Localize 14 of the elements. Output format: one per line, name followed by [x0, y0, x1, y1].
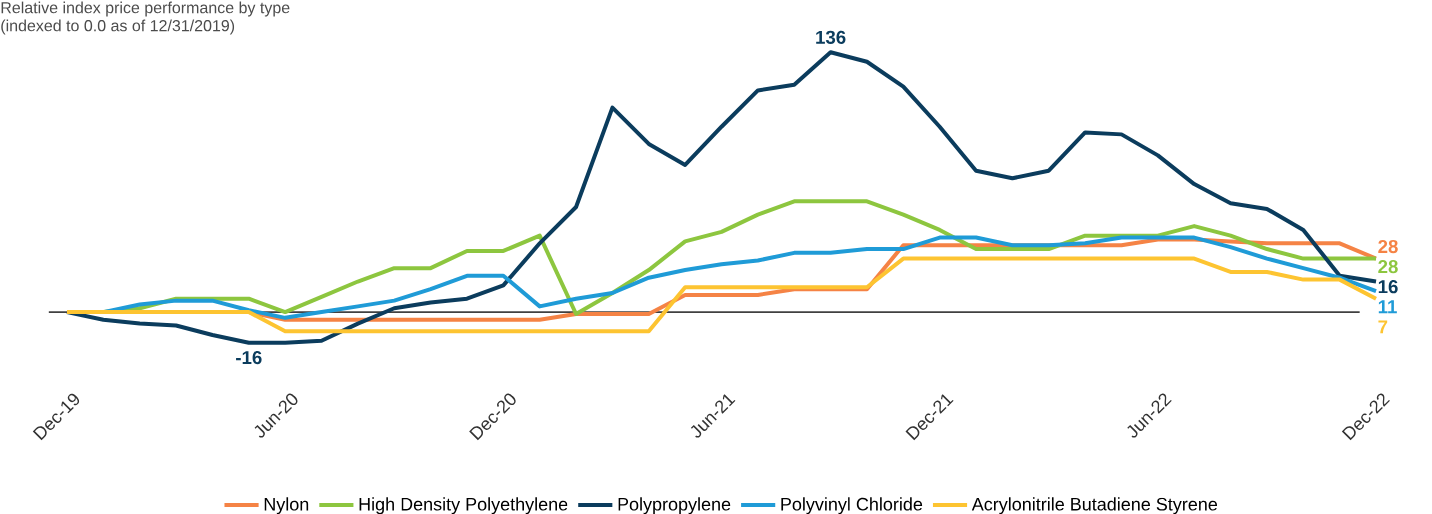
data-label: 11 [1378, 300, 1397, 314]
legend-label: Polypropylene [618, 497, 731, 514]
legend-label: High Density Polyethylene [359, 497, 568, 514]
chart-subtitle: (indexed to 0.0 as of 12/31/2019) [1, 19, 235, 35]
legend-label: Acrylonitrile Butadiene Styrene [971, 497, 1218, 514]
data-label: 136 [816, 30, 846, 44]
legend-label: Polyvinyl Chloride [781, 497, 923, 514]
data-label: -16 [236, 350, 262, 365]
legend-label: Nylon [264, 497, 309, 514]
chart-title: Relative index price performance by type [1, 1, 290, 17]
data-label: 7 [1378, 320, 1388, 334]
data-label: 28 [1378, 239, 1398, 254]
data-label: 16 [1378, 280, 1398, 294]
data-label: 28 [1378, 260, 1398, 274]
